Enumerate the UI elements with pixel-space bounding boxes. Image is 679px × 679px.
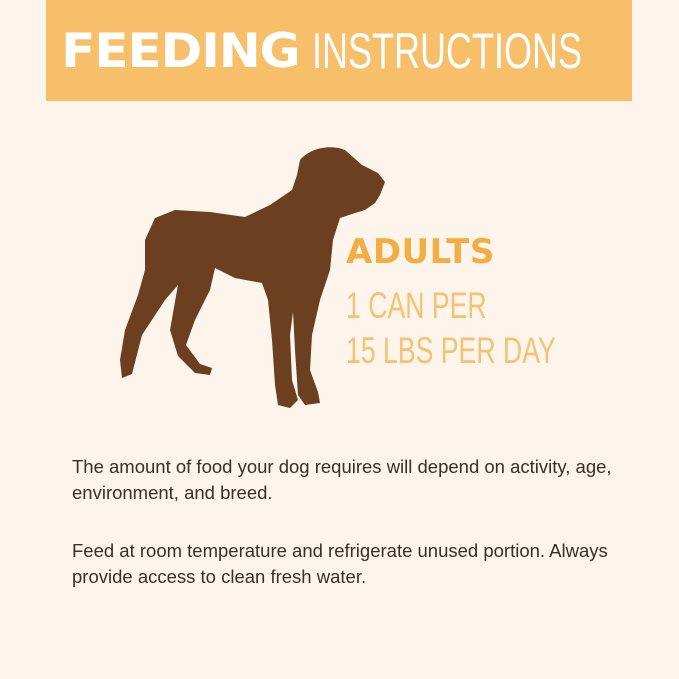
paragraph-food-amount: The amount of food your dog requires wil… xyxy=(72,456,612,503)
title-light: INSTRUCTIONS xyxy=(311,22,582,79)
paragraph-storage: Feed at room temperature and refrigerate… xyxy=(72,540,608,587)
amount-line-2: 15 LBS PER DAY xyxy=(346,330,556,371)
amount-line-1: 1 CAN PER xyxy=(346,285,487,326)
adults-label: ADULTS xyxy=(346,232,495,272)
title-bold: FEEDING xyxy=(61,22,300,79)
header-banner: FEEDING INSTRUCTIONS xyxy=(46,0,632,101)
